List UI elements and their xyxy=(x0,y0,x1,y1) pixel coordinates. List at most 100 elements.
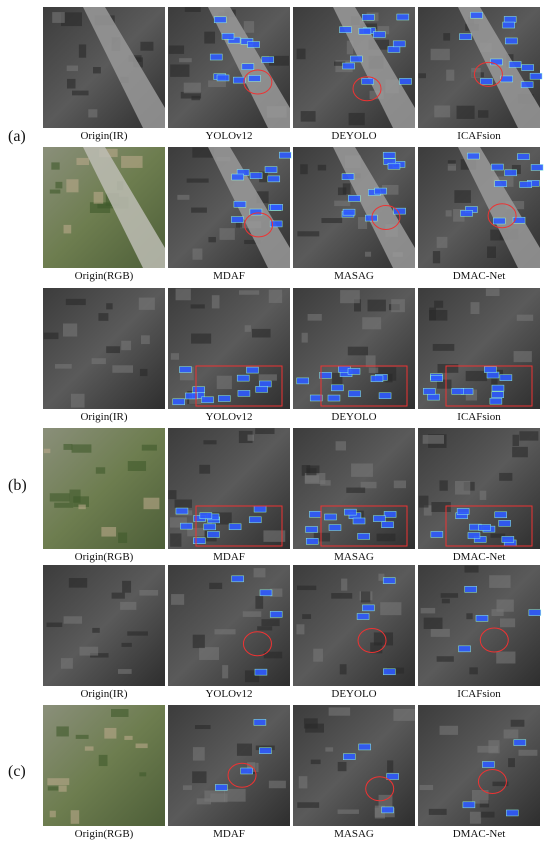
texture xyxy=(465,370,488,382)
highlight-circle xyxy=(227,762,257,788)
detection-box xyxy=(382,151,396,159)
texture xyxy=(346,40,354,55)
detection-box xyxy=(259,747,272,754)
caption: ICAFsion xyxy=(457,688,501,700)
texture xyxy=(117,669,132,674)
texture xyxy=(196,798,212,805)
texture xyxy=(477,745,499,753)
detection-box xyxy=(175,507,189,515)
detection-box xyxy=(362,604,375,612)
texture xyxy=(491,609,504,617)
detection-box xyxy=(233,76,246,84)
caption: DEYOLO xyxy=(331,688,376,700)
caption: Origin(IR) xyxy=(80,688,127,700)
texture xyxy=(347,346,369,356)
detection-box xyxy=(327,394,341,402)
highlight-circle xyxy=(477,768,507,794)
texture xyxy=(485,288,500,297)
highlight-box xyxy=(445,365,533,407)
image-panel xyxy=(43,428,165,549)
detection-box xyxy=(494,180,507,187)
detection-box xyxy=(236,374,250,382)
caption: DEYOLO xyxy=(331,411,376,423)
texture xyxy=(65,298,86,306)
texture xyxy=(71,444,92,453)
texture xyxy=(88,109,98,118)
detection-box xyxy=(344,508,357,516)
texture xyxy=(78,44,87,58)
texture xyxy=(364,251,372,257)
detection-box xyxy=(362,13,375,21)
texture xyxy=(447,160,456,167)
detection-box xyxy=(512,216,526,224)
texture xyxy=(420,607,436,614)
group-label: (b) xyxy=(8,477,27,494)
texture xyxy=(92,627,100,633)
texture xyxy=(380,602,402,616)
detection-box xyxy=(365,214,378,222)
detection-box xyxy=(231,216,244,223)
caption: Origin(IR) xyxy=(80,411,127,423)
texture xyxy=(98,754,108,767)
texture xyxy=(434,105,451,118)
texture xyxy=(194,725,211,730)
texture xyxy=(430,48,450,61)
highlight-circle xyxy=(371,205,401,231)
texture xyxy=(455,480,471,495)
texture xyxy=(120,601,137,610)
detection-box xyxy=(255,386,268,393)
texture xyxy=(251,328,271,338)
caption: MDAF xyxy=(213,270,245,282)
detection-box xyxy=(270,204,283,211)
detection-box xyxy=(253,505,267,513)
texture xyxy=(423,617,443,630)
caption: MASAG xyxy=(334,551,374,563)
detection-box xyxy=(501,536,515,543)
texture xyxy=(93,67,101,74)
detection-box xyxy=(249,172,263,179)
texture xyxy=(208,236,216,243)
texture xyxy=(192,147,214,158)
texture xyxy=(332,372,343,387)
texture xyxy=(216,375,232,390)
texture xyxy=(203,440,217,445)
detection-box xyxy=(492,217,506,225)
image-panel xyxy=(293,288,415,409)
texture xyxy=(268,780,286,789)
texture xyxy=(62,323,78,337)
texture xyxy=(268,289,283,303)
detection-box xyxy=(513,739,527,746)
texture xyxy=(140,41,154,51)
texture xyxy=(133,57,143,68)
texture xyxy=(422,434,445,444)
image-panel xyxy=(43,147,165,268)
texture xyxy=(244,670,260,683)
texture xyxy=(170,533,182,547)
detection-box xyxy=(502,21,515,29)
road xyxy=(333,7,415,128)
texture xyxy=(177,194,190,200)
texture xyxy=(441,598,450,604)
image-panel xyxy=(418,428,540,549)
detection-box xyxy=(387,46,401,53)
image-panel xyxy=(168,7,290,128)
image-panel xyxy=(168,428,290,549)
detection-box xyxy=(305,538,319,545)
detection-box xyxy=(342,208,356,216)
texture xyxy=(365,355,376,368)
texture xyxy=(300,111,316,122)
texture xyxy=(73,496,90,507)
texture xyxy=(190,304,205,309)
texture xyxy=(79,646,99,656)
texture xyxy=(471,67,481,78)
texture xyxy=(423,505,432,516)
texture xyxy=(84,746,94,751)
texture xyxy=(70,810,80,824)
detection-box xyxy=(504,169,517,177)
texture xyxy=(192,747,205,761)
texture xyxy=(192,248,203,260)
detection-box xyxy=(528,609,542,616)
texture xyxy=(480,811,495,818)
texture xyxy=(518,749,538,756)
texture xyxy=(303,718,318,729)
